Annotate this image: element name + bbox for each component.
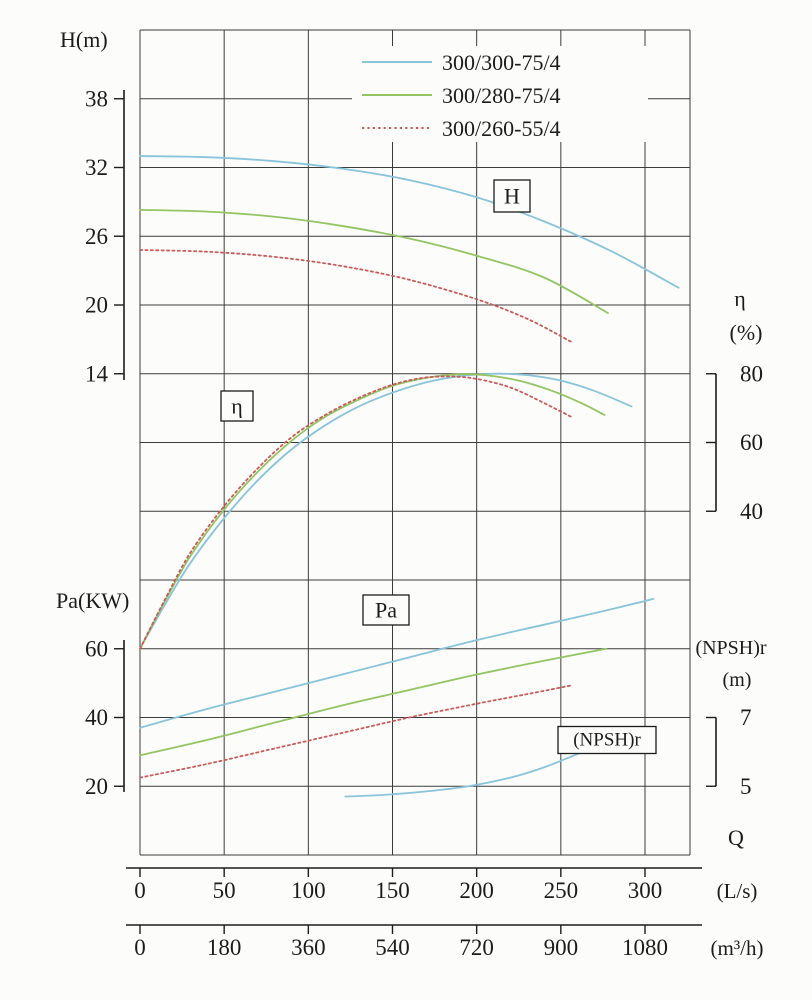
- npsh-axis-label: (NPSH)r: [695, 637, 766, 659]
- H-tick-label: 26: [85, 224, 108, 249]
- H-tick-label: 14: [85, 361, 109, 386]
- curve-NPSH-300/300-75/4: [344, 745, 596, 798]
- x-unit-secondary: (m³/h): [711, 936, 764, 960]
- curve-H-300/280-75/4: [139, 208, 609, 314]
- H-tick-label: 32: [85, 155, 108, 180]
- eta-axis-unit: (%): [730, 320, 763, 345]
- Pa-tick-label: 40: [85, 705, 108, 730]
- eta-tick-label: 40: [740, 499, 763, 524]
- x-tick-label: 360: [291, 935, 326, 960]
- H-tick-label: 20: [85, 293, 108, 318]
- x-tick-label: 300: [628, 878, 663, 903]
- legend-label: 300/280-75/4: [442, 83, 561, 108]
- inline-label: (NPSH)r: [573, 730, 641, 751]
- x-tick-label: 720: [459, 935, 494, 960]
- curve-eta-300/280-75/4: [139, 373, 606, 650]
- Pa-tick-label: 20: [85, 774, 108, 799]
- eta-tick-label: 60: [740, 430, 763, 455]
- H-axis-label: H(m): [60, 27, 108, 52]
- curve-Pa-300/260-55/4: [139, 684, 572, 779]
- x-tick-label: 200: [459, 878, 494, 903]
- H-tick-label: 38: [85, 86, 108, 111]
- curve-eta-300/260-55/4: [139, 375, 572, 650]
- eta-tick-label: 80: [740, 361, 763, 386]
- npsh-tick-label: 7: [740, 705, 752, 730]
- npsh-tick-label: 5: [740, 774, 752, 799]
- curve-Pa-300/280-75/4: [139, 647, 608, 757]
- inline-label: Pa: [375, 598, 397, 623]
- Pa-tick-label: 60: [85, 636, 108, 661]
- curve-Pa-300/300-75/4: [139, 598, 655, 729]
- inline-label-box: [493, 179, 531, 213]
- legend-label: 300/300-75/4: [442, 50, 561, 75]
- npsh-axis-unit: (m): [723, 669, 752, 691]
- inline-label-box: [362, 594, 410, 626]
- x-tick-label: 180: [207, 935, 242, 960]
- x-tick-label: 540: [375, 935, 410, 960]
- curve-H-300/260-55/4: [139, 249, 572, 343]
- inline-label-box: [220, 390, 254, 422]
- Pa-axis-label: Pa(KW): [56, 588, 129, 613]
- inline-label-box: [557, 725, 657, 755]
- x-tick-label: 1080: [622, 935, 668, 960]
- x-tick-label: 150: [375, 878, 410, 903]
- eta-axis-label: η: [734, 286, 746, 311]
- x-axis-title: Q: [728, 825, 744, 850]
- x-tick-label: 900: [544, 935, 579, 960]
- inline-label: H: [504, 184, 520, 209]
- x-tick-label: 50: [213, 878, 236, 903]
- curve-H-300/300-75/4: [139, 155, 680, 289]
- inline-label: η: [231, 394, 243, 419]
- x-tick-label: 250: [544, 878, 579, 903]
- legend-label: 300/260-55/4: [442, 116, 561, 141]
- x-tick-label: 0: [134, 935, 146, 960]
- x-tick-label: 100: [291, 878, 326, 903]
- x-unit-primary: (L/s): [717, 879, 758, 903]
- x-tick-label: 0: [134, 878, 146, 903]
- curve-eta-300/300-75/4: [139, 372, 633, 650]
